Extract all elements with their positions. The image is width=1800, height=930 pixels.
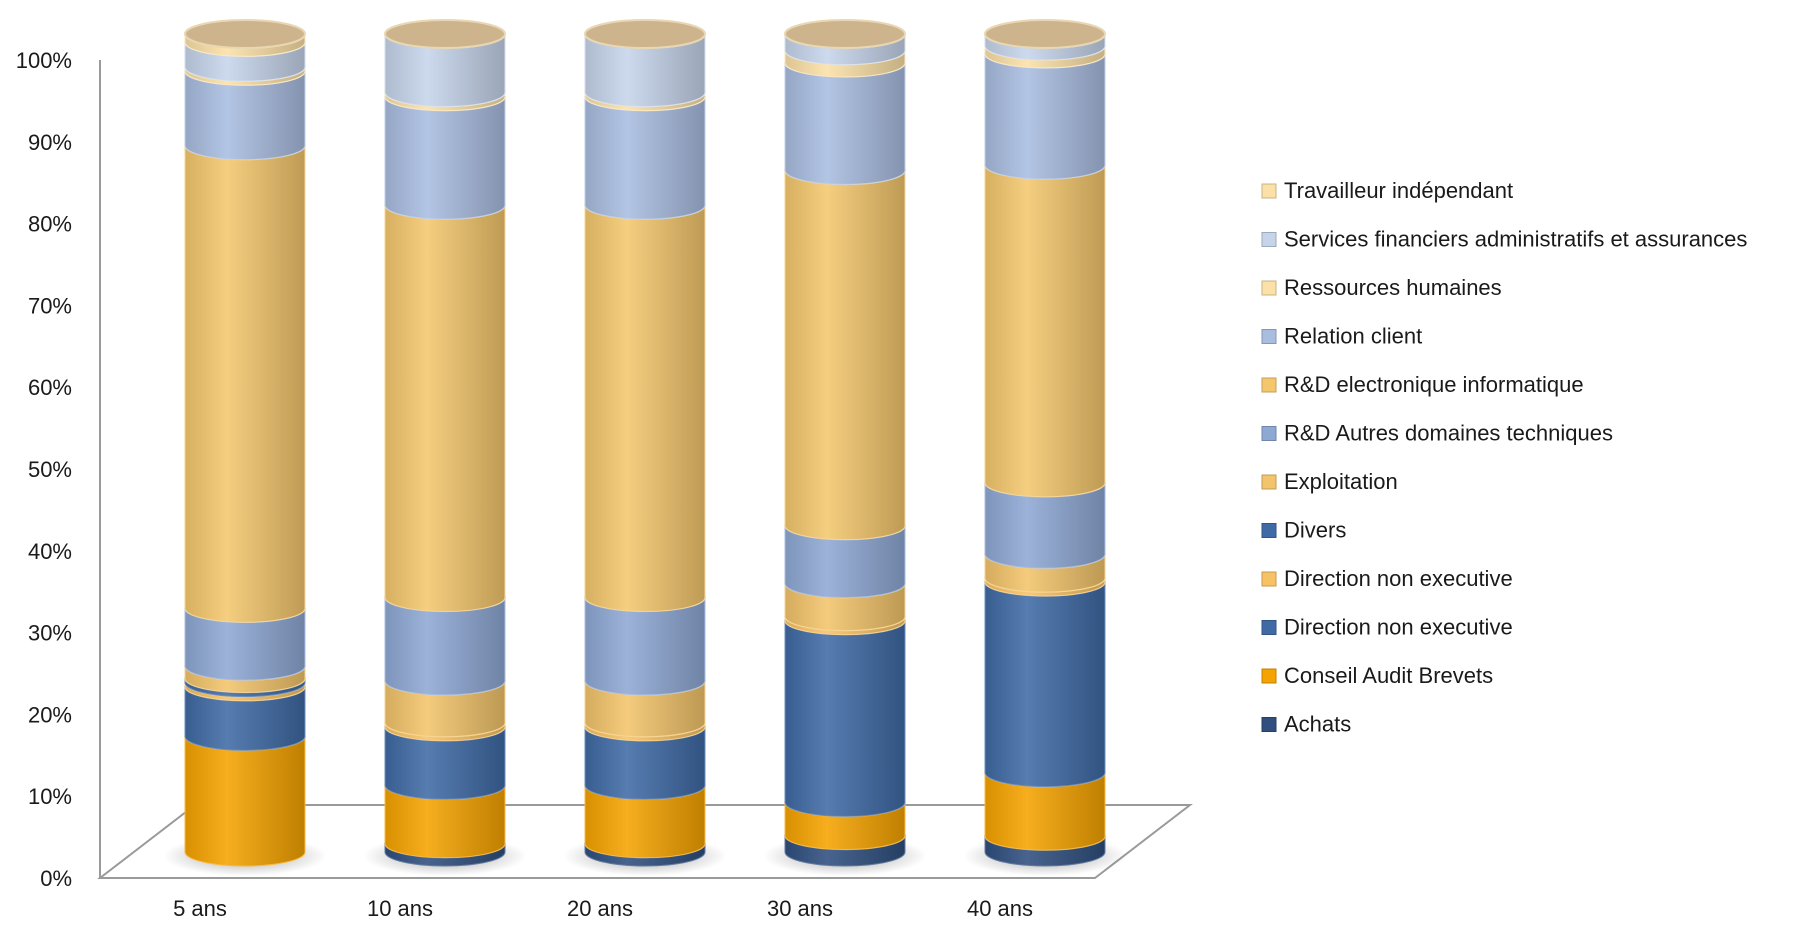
legend-swatch	[1261, 668, 1277, 684]
segment	[584, 205, 706, 612]
legend-label: Services financiers administratifs et as…	[1284, 227, 1747, 252]
cylinder-top-cap	[584, 19, 706, 49]
legend-label: R&D Autres domaines techniques	[1284, 421, 1613, 446]
y-tick-label: 20%	[28, 702, 72, 727]
segment	[584, 96, 706, 220]
x-tick-label: 30 ans	[767, 896, 833, 921]
y-tick-label: 0%	[40, 866, 72, 891]
segment	[984, 53, 1106, 180]
cylinder-5-ans	[163, 19, 327, 876]
segment	[784, 620, 906, 817]
legend-swatch	[1261, 426, 1277, 441]
segment	[184, 736, 306, 867]
legend-label: Direction non executive	[1284, 566, 1513, 591]
y-tick-label: 50%	[28, 457, 72, 482]
y-tick-label: 60%	[28, 375, 72, 400]
cylinder-40-ans	[963, 19, 1127, 876]
legend-label: Exploitation	[1284, 469, 1398, 494]
legend-label: Ressources humaines	[1284, 275, 1502, 300]
segment	[384, 96, 506, 220]
segment	[984, 581, 1106, 788]
cylinder-10-ans	[363, 19, 527, 876]
legend-label: Travailleur indépendant	[1284, 178, 1513, 203]
legend-swatch	[1261, 280, 1277, 296]
legend-swatch	[1261, 329, 1277, 344]
legend-label: Direction non executive	[1284, 615, 1513, 640]
legend-label: Relation client	[1284, 324, 1422, 349]
x-tick-label: 5 ans	[173, 896, 227, 921]
x-tick-label: 40 ans	[967, 896, 1033, 921]
legend-swatch	[1261, 620, 1277, 635]
legend-swatch	[1261, 232, 1277, 247]
y-tick-label: 10%	[28, 784, 72, 809]
legend-label: Divers	[1284, 518, 1346, 543]
legend-swatch	[1261, 377, 1277, 393]
legend-swatch	[1261, 183, 1277, 199]
x-tick-label: 20 ans	[567, 896, 633, 921]
y-tick-label: 40%	[28, 539, 72, 564]
segment	[784, 62, 906, 185]
y-tick-label: 80%	[28, 212, 72, 237]
y-tick-label: 30%	[28, 621, 72, 646]
segment	[984, 164, 1106, 498]
y-tick-label: 90%	[28, 130, 72, 155]
segment	[184, 145, 306, 623]
legend-swatch	[1261, 474, 1277, 490]
y-tick-label: 70%	[28, 293, 72, 318]
cylinder-top-cap	[984, 19, 1106, 49]
legend-swatch	[1261, 571, 1277, 587]
legend-swatch	[1261, 717, 1277, 732]
cylinder-top-cap	[184, 19, 306, 49]
legend-label: Achats	[1284, 712, 1351, 737]
x-tick-label: 10 ans	[367, 896, 433, 921]
legend-swatch	[1261, 523, 1277, 538]
chart-floor	[97, 804, 1193, 879]
cylinder-30-ans	[763, 19, 927, 876]
legend: Travailleur indépendant Services financie…	[1261, 178, 1747, 737]
segment	[784, 170, 906, 541]
cylinder-top-cap	[784, 19, 906, 49]
cylinder-top-cap	[384, 19, 506, 49]
legend-label: R&D electronique informatique	[1284, 372, 1584, 397]
segment	[384, 205, 506, 612]
cylinder-20-ans	[563, 19, 727, 876]
y-tick-label: 100%	[16, 48, 72, 73]
legend-label: Conseil Audit Brevets	[1284, 663, 1493, 688]
